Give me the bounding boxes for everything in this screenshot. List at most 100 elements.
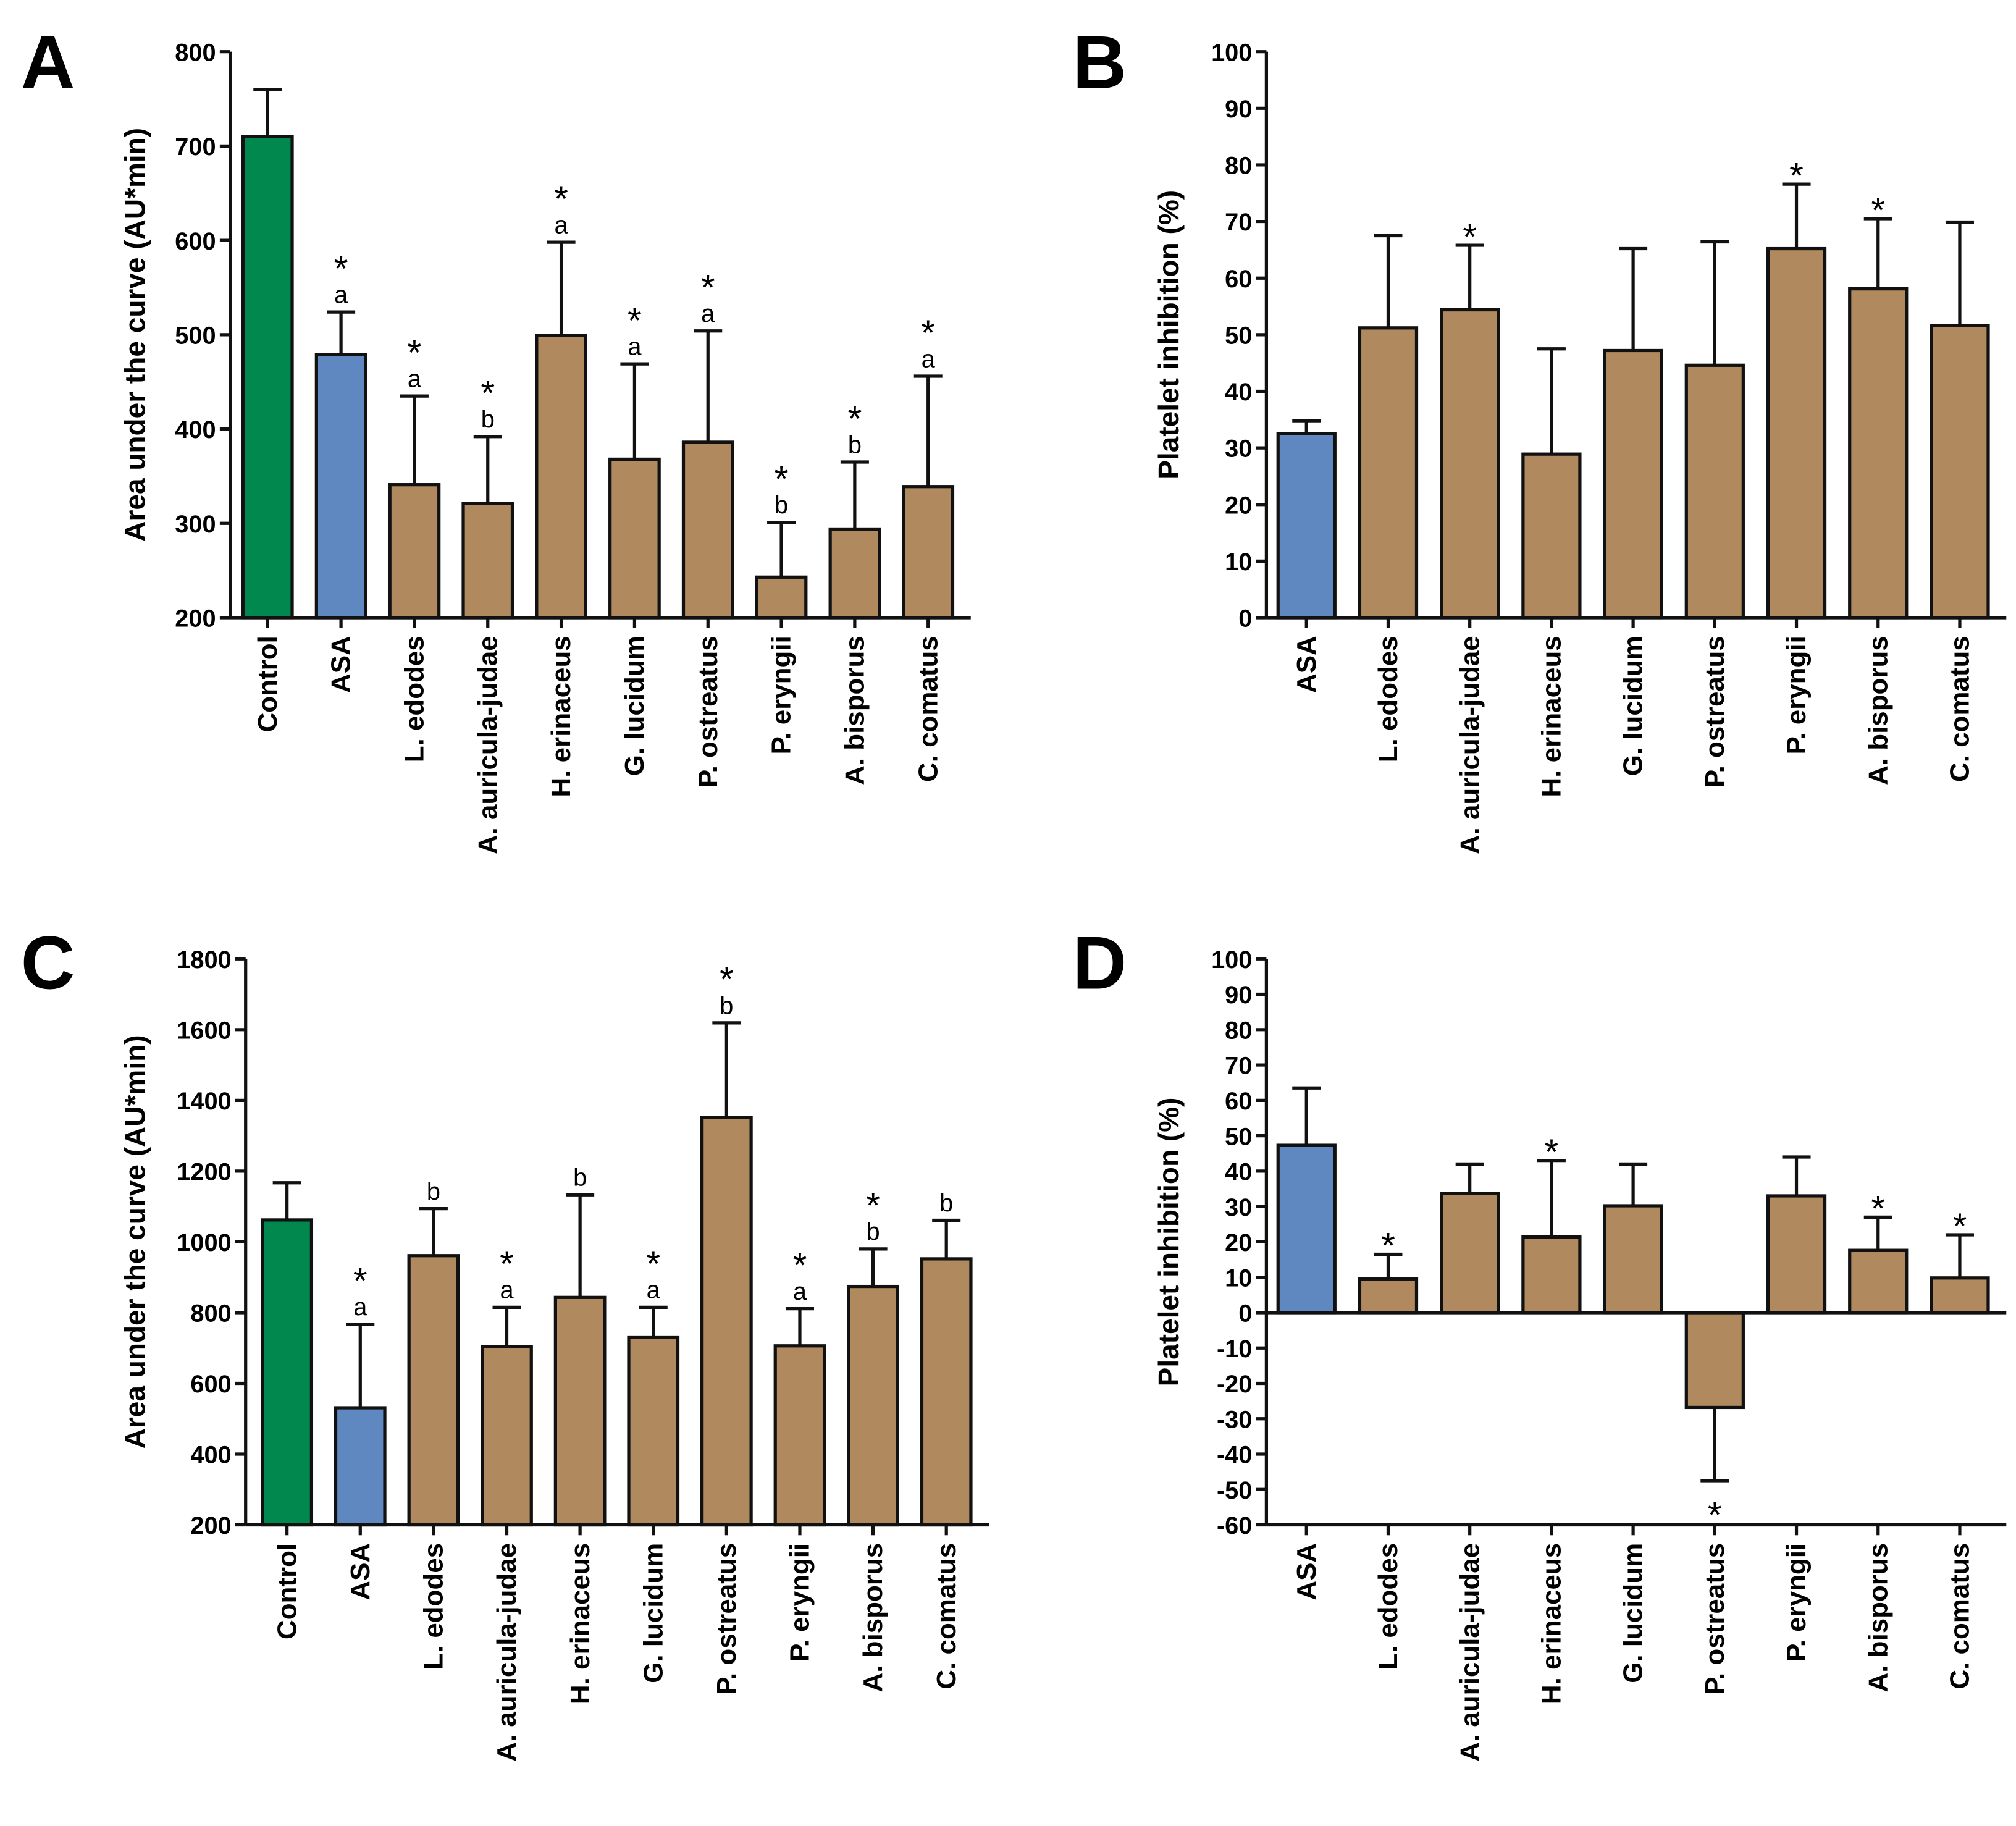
bar-g-lucidum (1603, 348, 1663, 620)
group-letter: a (793, 1278, 807, 1305)
y-tick-label: 50 (1225, 322, 1252, 349)
x-tick-label: ASA (1292, 636, 1322, 693)
y-axis-label: Area under the curve (AU*min) (119, 128, 151, 542)
y-tick-label: 50 (1225, 1123, 1252, 1150)
bar-l-edodes (388, 483, 441, 620)
x-tick-label: H. erinaceus (565, 1543, 595, 1704)
significance-star: * (866, 1186, 880, 1226)
significance-star: * (500, 1244, 514, 1284)
y-tick-label: 80 (1225, 1017, 1252, 1044)
bar-p-ostreatus (681, 440, 734, 620)
bar-a-bisporus (828, 527, 881, 620)
bar-asa (1276, 432, 1337, 620)
significance-star: * (1463, 217, 1477, 257)
group-letter: a (500, 1277, 514, 1304)
x-tick-label: A. bisporus (858, 1543, 888, 1693)
significance-star: * (481, 374, 495, 414)
y-tick-label: -10 (1217, 1336, 1252, 1363)
bar-p-eryngii (1766, 1194, 1827, 1315)
x-tick-label: P. eryngii (1781, 636, 1812, 754)
significance-star: * (1953, 1206, 1967, 1247)
panel-letter-c: C (21, 920, 75, 1004)
significance-star: * (1544, 1132, 1558, 1172)
y-tick-label: 20 (1225, 1229, 1252, 1256)
y-tick-label: 100 (1211, 39, 1252, 66)
bar-h-erinaceus (1521, 1235, 1582, 1315)
panel-a: 200 300 400 500 600 700 800 Area under the curv… (119, 39, 971, 854)
x-tick-label: P. ostreatus (693, 636, 723, 788)
x-tick-label: ASA (1292, 1543, 1322, 1601)
y-tick-label: 10 (1225, 1264, 1252, 1292)
y-tick-label: 100 (1211, 946, 1252, 974)
bar-l-edodes (1358, 326, 1419, 620)
group-letter: b (573, 1164, 587, 1192)
panel-letter-a: A (21, 20, 75, 104)
x-tick-label: ASA (345, 1543, 376, 1601)
panel-b: 0 10 20 30 40 50 60 70 80 90 100 Platelet inhibitio… (1153, 39, 2007, 854)
significance-star: * (720, 960, 734, 1000)
y-tick-label: 600 (190, 1371, 231, 1398)
x-tick-label: P. ostreatus (712, 1543, 742, 1695)
x-tick-label: L. edodes (419, 1543, 449, 1670)
significance-star: * (1708, 1495, 1722, 1535)
x-tick-label: ASA (326, 636, 356, 693)
y-tick-label: -60 (1217, 1512, 1252, 1539)
bar-a-bisporus (1848, 1248, 1909, 1315)
y-tick-label: 20 (1225, 492, 1252, 519)
group-letter: b (720, 992, 733, 1019)
y-tick-label: 600 (175, 228, 216, 255)
y-tick-label: 1000 (177, 1229, 231, 1256)
x-tick-label: C. comatus (1945, 636, 1975, 782)
x-tick-label: G. lucidum (620, 636, 650, 776)
significance-star: * (628, 301, 642, 341)
x-tick-label: P. eryngii (785, 1543, 815, 1662)
y-tick-label: -30 (1217, 1406, 1252, 1433)
group-letter: b (939, 1190, 953, 1217)
y-tick-label: 40 (1225, 379, 1252, 406)
bar-c-comatus (902, 485, 955, 620)
x-tick-label: A. auricula-judae (492, 1543, 522, 1762)
y-tick-label: 700 (175, 133, 216, 161)
y-tick-label: 90 (1225, 96, 1252, 123)
x-tick-label: C. comatus (1945, 1543, 1975, 1689)
x-tick-label: A. bisporus (840, 636, 870, 785)
y-tick-label: 400 (175, 416, 216, 444)
y-tick-label: 200 (190, 1512, 231, 1539)
group-letter: b (481, 406, 495, 433)
bar-control (261, 1218, 314, 1527)
y-axis-label: Area under the curve (AU*min) (119, 1035, 151, 1449)
y-tick-label: 1200 (177, 1159, 231, 1186)
x-tick-label: P. eryngii (1781, 1543, 1812, 1662)
y-tick-label: 90 (1225, 982, 1252, 1009)
x-tick-label: L. edodes (1373, 636, 1403, 762)
y-tick-label: 30 (1225, 1194, 1252, 1221)
group-letter: b (848, 431, 862, 458)
group-letter: a (555, 212, 569, 239)
group-letter: a (334, 282, 348, 309)
panel-letter-d: D (1073, 920, 1127, 1004)
x-tick-label: C. comatus (913, 636, 943, 782)
y-tick-label: -20 (1217, 1371, 1252, 1398)
significance-star: * (1381, 1226, 1395, 1266)
x-tick-label: Control (253, 636, 283, 732)
x-tick-label: L. edodes (1373, 1543, 1403, 1670)
group-letter: a (922, 345, 936, 372)
y-tick-label: 800 (190, 1300, 231, 1327)
panel-letter-b: B (1073, 20, 1127, 104)
bar-g-lucidum (627, 1335, 680, 1527)
y-axis-label: Platelet inhibition (%) (1153, 1098, 1185, 1387)
y-tick-label: 300 (175, 511, 216, 538)
y-tick-label: 0 (1238, 605, 1252, 633)
x-tick-label: A. auricula-judae (1455, 1543, 1485, 1762)
bar-a-bisporus (847, 1284, 899, 1527)
significance-star: * (554, 179, 568, 219)
significance-star: * (847, 399, 862, 439)
significance-star: * (353, 1261, 368, 1302)
x-tick-label: C. comatus (931, 1543, 962, 1689)
bar-p-eryngii (1766, 246, 1827, 620)
group-letter: a (408, 365, 422, 392)
bar-g-lucidum (1603, 1204, 1663, 1315)
bar-l-edodes (1358, 1277, 1419, 1315)
